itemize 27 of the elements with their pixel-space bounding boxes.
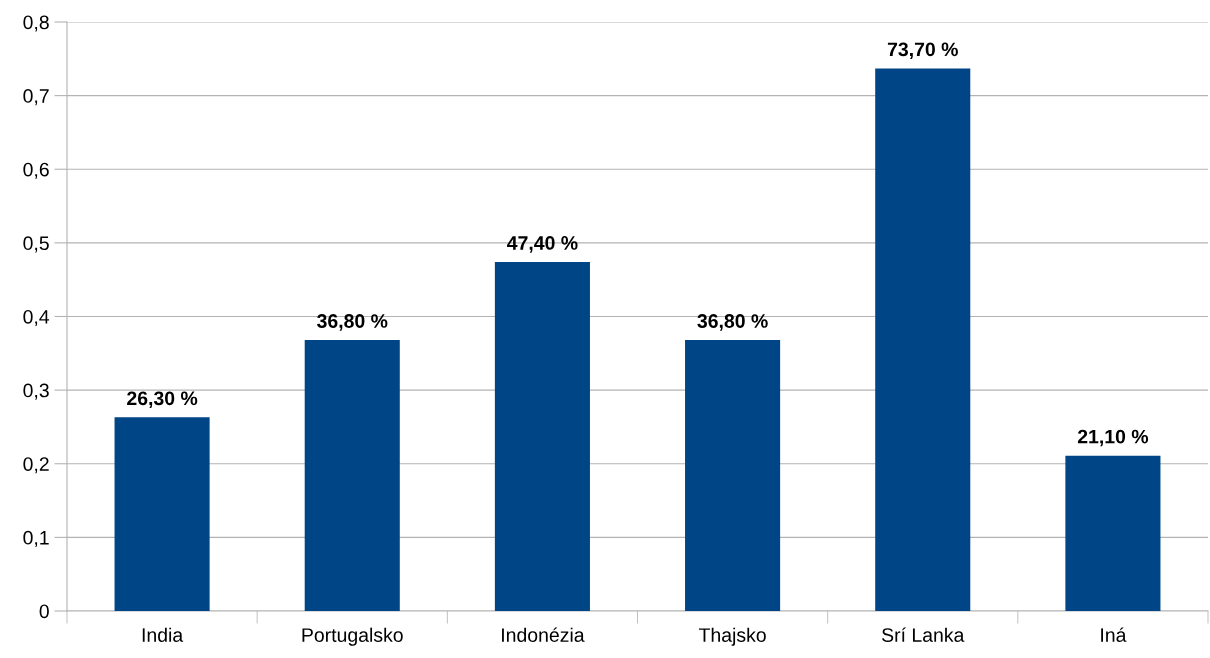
x-tick-label: Indonézia: [502, 627, 585, 642]
data-label: 73,70 %: [887, 42, 958, 60]
bar: [304, 340, 400, 611]
y-tick-label: 0,7: [23, 89, 49, 106]
x-tick-label: Thajsko: [698, 627, 766, 646]
bar: [685, 340, 781, 611]
y-tick-label: 0,4: [23, 309, 50, 327]
bar: [875, 68, 971, 611]
bar: [494, 262, 590, 611]
y-tick-label: 0,5: [23, 236, 49, 253]
data-label: 36,80 %: [697, 314, 768, 331]
x-tick-label: Portugalsko: [302, 627, 403, 646]
data-label: 36,80 %: [317, 314, 388, 331]
y-tick-label: 0,2: [23, 457, 49, 474]
bar: [114, 417, 210, 611]
data-label: 47,40 %: [507, 236, 578, 253]
data-label: 26,30 %: [127, 391, 198, 409]
y-tick-label: 0,8: [23, 15, 49, 32]
data-label: 21,10 %: [1077, 429, 1149, 447]
y-tick-label: 0,3: [23, 383, 49, 400]
bar: [1065, 455, 1161, 611]
x-tick-label: India: [142, 627, 184, 642]
x-tick-label: Srí Lanka: [882, 627, 965, 642]
x-tick-label: Iná: [1101, 627, 1127, 642]
y-tick-label: 0: [39, 604, 49, 619]
y-tick-label: 0,6: [23, 162, 49, 179]
y-tick-label: 0,1: [23, 530, 49, 547]
